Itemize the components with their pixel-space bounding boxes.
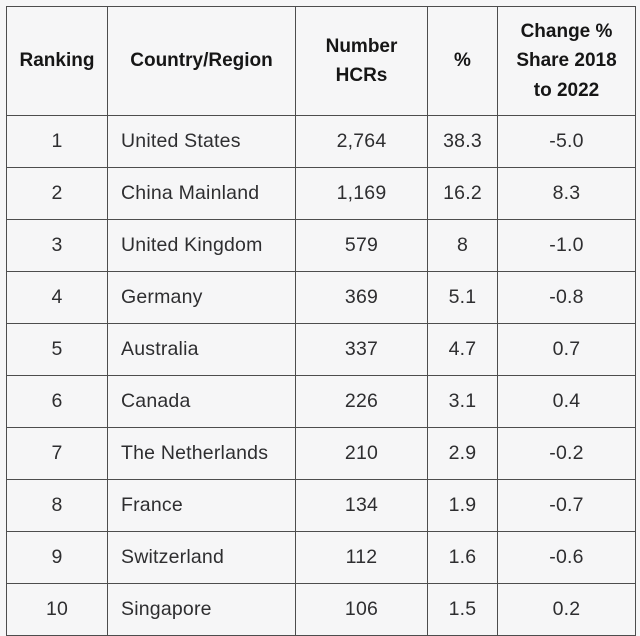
change-share-cell: 8.3 — [497, 167, 636, 220]
header-cell-number-hcrs: Number HCRs — [295, 6, 428, 116]
header-cell-country-region: Country/Region — [107, 6, 296, 116]
table-row: 1 United States 2,764 38.3 -5.0 — [6, 115, 636, 168]
change-share-cell: -1.0 — [497, 219, 636, 272]
rank-cell: 2 — [6, 167, 108, 220]
header-cell-ranking: Ranking — [6, 6, 108, 116]
country-cell: Switzerland — [107, 531, 296, 584]
rank-cell: 1 — [6, 115, 108, 168]
country-cell: Canada — [107, 375, 296, 428]
rank-cell: 5 — [6, 323, 108, 376]
country-cell: Germany — [107, 271, 296, 324]
table-row: 4 Germany 369 5.1 -0.8 — [6, 271, 636, 324]
rank-cell: 9 — [6, 531, 108, 584]
percent-cell: 1.5 — [427, 583, 498, 636]
table-row: 7 The Netherlands 210 2.9 -0.2 — [6, 427, 636, 480]
table-row: 9 Switzerland 112 1.6 -0.6 — [6, 531, 636, 584]
number-hcrs-cell: 210 — [295, 427, 428, 480]
change-share-cell: -0.8 — [497, 271, 636, 324]
percent-cell: 16.2 — [427, 167, 498, 220]
header-cell-percent: % — [427, 6, 498, 116]
rank-cell: 3 — [6, 219, 108, 272]
percent-cell: 3.1 — [427, 375, 498, 428]
table-row: 6 Canada 226 3.1 0.4 — [6, 375, 636, 428]
hcr-ranking-table-container: Ranking Country/Region Number HCRs % Cha… — [6, 6, 636, 636]
number-hcrs-cell: 579 — [295, 219, 428, 272]
number-hcrs-cell: 226 — [295, 375, 428, 428]
table-row: 5 Australia 337 4.7 0.7 — [6, 323, 636, 376]
number-hcrs-cell: 337 — [295, 323, 428, 376]
number-hcrs-cell: 134 — [295, 479, 428, 532]
change-share-cell: 0.2 — [497, 583, 636, 636]
number-hcrs-cell: 112 — [295, 531, 428, 584]
rank-cell: 10 — [6, 583, 108, 636]
table-row: 8 France 134 1.9 -0.7 — [6, 479, 636, 532]
table-row: 10 Singapore 106 1.5 0.2 — [6, 583, 636, 636]
country-cell: United States — [107, 115, 296, 168]
number-hcrs-cell: 106 — [295, 583, 428, 636]
header-cell-change-share: Change % Share 2018 to 2022 — [497, 6, 636, 116]
percent-cell: 4.7 — [427, 323, 498, 376]
rank-cell: 6 — [6, 375, 108, 428]
percent-cell: 2.9 — [427, 427, 498, 480]
number-hcrs-cell: 1,169 — [295, 167, 428, 220]
country-cell: China Mainland — [107, 167, 296, 220]
change-share-cell: -0.6 — [497, 531, 636, 584]
table-row: 2 China Mainland 1,169 16.2 8.3 — [6, 167, 636, 220]
percent-cell: 8 — [427, 219, 498, 272]
country-cell: United Kingdom — [107, 219, 296, 272]
change-share-cell: -5.0 — [497, 115, 636, 168]
percent-cell: 5.1 — [427, 271, 498, 324]
number-hcrs-cell: 369 — [295, 271, 428, 324]
table-row: 3 United Kingdom 579 8 -1.0 — [6, 219, 636, 272]
percent-cell: 38.3 — [427, 115, 498, 168]
table-body: 1 United States 2,764 38.3 -5.0 2 China … — [6, 115, 636, 636]
rank-cell: 8 — [6, 479, 108, 532]
change-share-cell: -0.7 — [497, 479, 636, 532]
country-cell: France — [107, 479, 296, 532]
hcr-ranking-table: Ranking Country/Region Number HCRs % Cha… — [6, 6, 636, 636]
rank-cell: 7 — [6, 427, 108, 480]
change-share-cell: 0.7 — [497, 323, 636, 376]
country-cell: The Netherlands — [107, 427, 296, 480]
change-share-cell: 0.4 — [497, 375, 636, 428]
table-header: Ranking Country/Region Number HCRs % Cha… — [6, 6, 636, 116]
header-row: Ranking Country/Region Number HCRs % Cha… — [6, 6, 636, 116]
change-share-cell: -0.2 — [497, 427, 636, 480]
percent-cell: 1.6 — [427, 531, 498, 584]
percent-cell: 1.9 — [427, 479, 498, 532]
country-cell: Australia — [107, 323, 296, 376]
rank-cell: 4 — [6, 271, 108, 324]
number-hcrs-cell: 2,764 — [295, 115, 428, 168]
country-cell: Singapore — [107, 583, 296, 636]
